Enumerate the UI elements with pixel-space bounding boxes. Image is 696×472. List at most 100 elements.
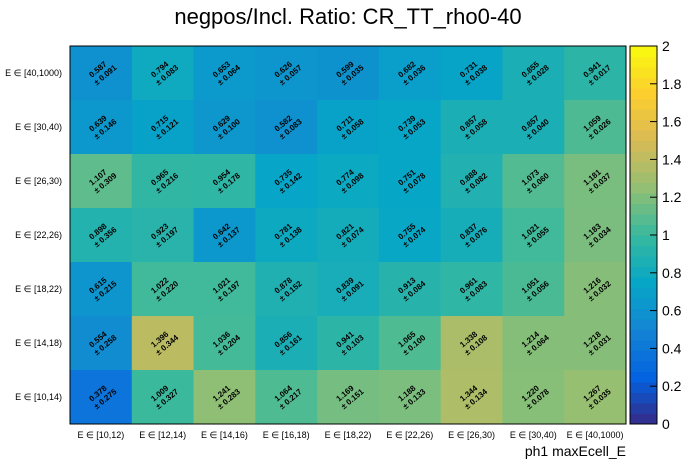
x-tick-label: E ∈ [16,18) [263, 430, 310, 440]
heatmap-cell [440, 208, 503, 263]
heatmap-cell [378, 100, 442, 155]
colorbar-segment [630, 119, 657, 131]
heatmap-cell [255, 100, 318, 155]
x-tick-label: E ∈ [22,26) [386, 430, 433, 440]
y-tick-label: E ∈ [14,18) [15, 338, 62, 348]
colorbar-tick-label: 2 [662, 38, 670, 54]
colorbar-segment [630, 361, 657, 372]
colorbar-segment [630, 109, 657, 120]
colorbar-tick-label: 1.6 [662, 114, 682, 130]
heatmap-cell [378, 262, 442, 317]
colorbar-segment [630, 235, 657, 246]
colorbar-segment [630, 98, 657, 110]
colorbar-segment [630, 350, 657, 362]
colorbar-segment [630, 298, 657, 309]
colorbar-tick-label: 0.2 [662, 378, 682, 394]
heatmap-cell [440, 154, 503, 209]
heatmap-cell [440, 370, 503, 425]
heatmap-cell [502, 208, 565, 263]
colorbar-tick-label: 1.2 [662, 189, 682, 205]
heatmap-cell [70, 208, 133, 263]
heatmap-cell [70, 46, 133, 101]
heatmap-cell [193, 154, 256, 209]
colorbar-tick-label: 0.6 [662, 303, 682, 319]
heatmap-cell [502, 46, 565, 101]
heatmap-cell [564, 154, 627, 209]
heatmap-cell [70, 100, 133, 155]
x-tick-label: E ∈ [14,16) [201, 430, 248, 440]
heatmap-cell [564, 316, 627, 371]
heatmap-cell [193, 100, 256, 155]
heatmap-cell [193, 208, 256, 263]
heatmap-cell [317, 370, 380, 425]
heatmap-cell [440, 316, 503, 371]
chart-title: negpos/Incl. Ratio: CR_TT_rho0-40 [174, 4, 521, 29]
colorbar-segment [630, 77, 657, 89]
colorbar-segment [630, 266, 657, 278]
plot-frame [69, 45, 627, 425]
colorbar-segment [630, 214, 657, 225]
colorbar-segment [630, 67, 657, 78]
heatmap-cell [70, 154, 133, 209]
heatmap-cell [131, 208, 195, 263]
y-tick-label: E ∈ [40,1000) [5, 68, 62, 78]
colorbar-segment [630, 46, 657, 57]
heatmap-cell [193, 46, 256, 101]
heatmap-cell [502, 316, 565, 371]
x-tick-label: E ∈ [10,12) [77, 430, 124, 440]
heatmap-cell [502, 262, 565, 317]
x-tick-label: E ∈ [12,14) [139, 430, 186, 440]
heatmap-cell [564, 262, 627, 317]
colorbar-segment [630, 308, 657, 320]
colorbar-tick-labels: 0 0.2 0.4 0.6 0.8 1 1.2 1.4 1.6 1.8 2 [650, 38, 682, 432]
heatmap-cell [255, 154, 318, 209]
colorbar-segment [630, 130, 657, 141]
heatmap-cell [255, 46, 318, 101]
colorbar-tick-label: 1.4 [662, 151, 682, 167]
heatmap-cell [564, 370, 627, 425]
heatmap-cell [317, 316, 380, 371]
colorbar-segment [630, 287, 657, 299]
heatmap-cell [70, 316, 133, 371]
heatmap-cell [70, 370, 133, 425]
heatmap-cell [255, 208, 318, 263]
heatmap-cell [131, 46, 195, 101]
heatmap-cell [564, 208, 627, 263]
colorbar-segment [630, 256, 657, 267]
x-tick-label: E ∈ [30,40) [510, 430, 557, 440]
y-tick-label: E ∈ [30,40) [15, 122, 62, 132]
heatmap-cell [378, 316, 442, 371]
heatmap-cell [193, 316, 256, 371]
heatmap-cell [502, 370, 565, 425]
heatmap-cell [440, 46, 503, 101]
heatmap-cell [378, 46, 442, 101]
colorbar-segment [630, 203, 657, 215]
colorbar-segment [630, 371, 657, 383]
heatmap-cell [440, 100, 503, 155]
colorbar-segment [630, 277, 657, 288]
colorbar-segment [630, 413, 657, 425]
colorbar-segment [630, 319, 657, 330]
x-tick-label: E ∈ [26,30) [448, 430, 495, 440]
heatmap-cell [131, 316, 195, 371]
heatmap-cell [317, 46, 380, 101]
heatmap-cell [255, 262, 318, 317]
colorbar-tick-label: 1.8 [662, 76, 682, 92]
cell-value-label: 0.941± 0.017 [582, 59, 613, 87]
heatmap-cell [317, 100, 380, 155]
colorbar-segment [630, 161, 657, 173]
heatmap-cell [131, 262, 195, 317]
heatmap-cell [131, 370, 195, 425]
heatmap-cells [70, 46, 627, 425]
heatmap-cell [564, 46, 627, 101]
heatmap-cell [317, 262, 380, 317]
colorbar-segment [630, 88, 657, 99]
colorbar-tick-label: 1 [662, 227, 670, 243]
y-tick-label: E ∈ [10,14) [15, 392, 62, 402]
heatmap-cell [502, 100, 565, 155]
x-axis-label: ph1 maxEcell_E [525, 443, 626, 459]
colorbar-segment [630, 245, 657, 257]
colorbar-segment [630, 403, 657, 414]
y-tick-labels: E ∈ [40,1000) E ∈ [30,40) E ∈ [26,30) E ∈ [… [5, 68, 62, 402]
